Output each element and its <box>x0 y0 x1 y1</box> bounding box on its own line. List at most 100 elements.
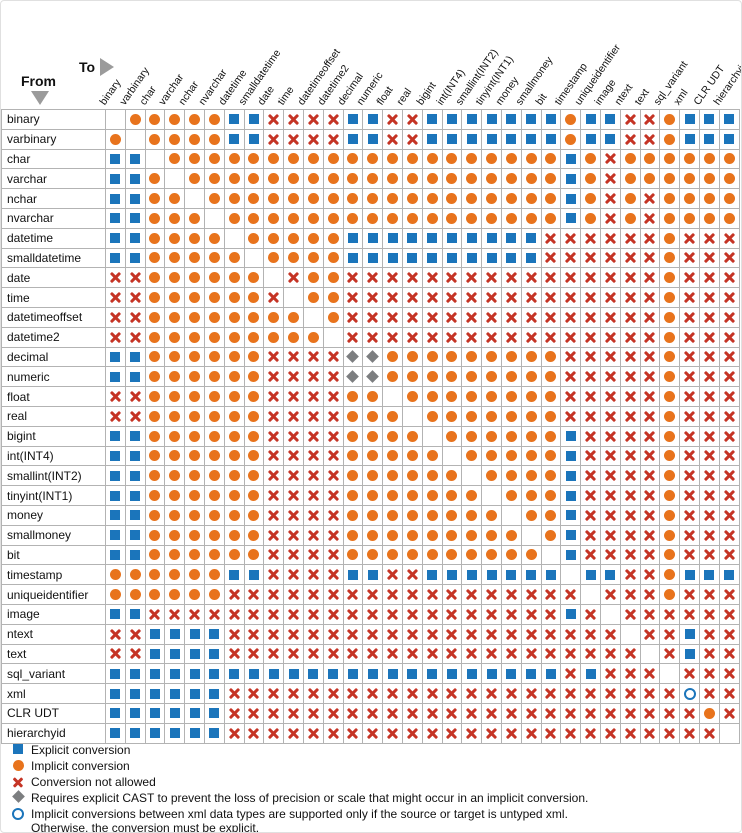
not-allowed-icon <box>307 647 320 660</box>
not-allowed-icon <box>624 251 637 264</box>
explicit-icon <box>585 114 596 125</box>
matrix-cell <box>600 723 621 744</box>
not-allowed-icon <box>267 113 280 126</box>
explicit-icon <box>387 668 398 679</box>
row-label-xml: xml <box>2 684 106 704</box>
not-allowed-icon <box>604 628 617 641</box>
implicit-icon <box>446 153 458 165</box>
matrix-cell <box>541 169 562 190</box>
matrix-cell <box>521 446 542 467</box>
legend-implicit-icon <box>11 760 25 771</box>
not-allowed-icon <box>267 430 280 443</box>
not-allowed-icon <box>465 291 478 304</box>
matrix-cell <box>719 268 740 289</box>
implicit-icon <box>228 331 240 343</box>
not-allowed-icon <box>723 311 736 324</box>
matrix-cell <box>422 624 443 645</box>
row-label-datetime: datetime <box>2 228 106 249</box>
matrix-cell <box>284 288 304 308</box>
legend-label: Explicit conversion <box>31 743 131 757</box>
matrix-cell <box>620 466 641 487</box>
implicit-icon <box>268 331 280 343</box>
explicit-icon <box>169 648 180 659</box>
matrix-cell <box>106 644 126 665</box>
matrix-cell <box>363 367 384 388</box>
matrix-cell <box>581 406 601 427</box>
not-allowed-icon <box>703 608 716 621</box>
legend-item-not-allowed: Conversion not allowed <box>11 776 735 789</box>
matrix-cell <box>719 248 740 269</box>
explicit-icon <box>169 728 180 739</box>
matrix-cell <box>402 347 423 368</box>
cast-diamond-icon <box>366 370 380 384</box>
matrix-cell <box>343 149 364 170</box>
not-allowed-icon <box>683 291 696 304</box>
matrix-cell <box>185 664 205 685</box>
matrix-cell <box>620 347 641 368</box>
explicit-icon <box>565 173 576 184</box>
implicit-icon <box>189 311 201 323</box>
matrix-cell <box>244 169 265 190</box>
matrix-cell <box>363 228 384 249</box>
matrix-cell <box>541 149 562 170</box>
implicit-icon <box>327 292 339 304</box>
matrix-cell <box>620 426 641 447</box>
implicit-icon <box>149 509 161 521</box>
not-allowed-icon <box>247 647 260 660</box>
matrix-cell <box>680 327 700 348</box>
matrix-cell <box>145 268 166 289</box>
implicit-icon <box>307 153 319 165</box>
matrix-cell <box>383 189 403 209</box>
explicit-icon <box>427 252 438 263</box>
matrix-cell <box>224 110 245 130</box>
matrix-cell <box>165 446 186 467</box>
implicit-icon <box>426 549 438 561</box>
matrix-cell <box>204 466 225 487</box>
matrix-cell <box>561 169 582 190</box>
matrix-cell <box>482 525 502 546</box>
matrix-cell <box>284 307 304 328</box>
not-allowed-icon <box>604 430 617 443</box>
implicit-icon <box>149 331 161 343</box>
not-allowed-icon <box>643 469 656 482</box>
explicit-icon <box>545 569 556 580</box>
matrix-cell <box>660 703 681 724</box>
matrix-cell <box>581 525 601 546</box>
implicit-icon <box>486 529 498 541</box>
implicit-icon <box>664 470 676 482</box>
explicit-icon <box>427 114 438 125</box>
matrix-cell <box>383 406 403 427</box>
not-allowed-icon <box>386 133 399 146</box>
matrix-cell <box>620 189 641 209</box>
not-allowed-icon <box>643 707 656 720</box>
not-allowed-icon <box>406 608 419 621</box>
matrix-cell <box>561 228 582 249</box>
explicit-icon <box>724 114 735 125</box>
not-allowed-icon <box>604 152 617 165</box>
matrix-cell <box>145 129 166 150</box>
matrix-cell <box>323 585 344 605</box>
explicit-icon <box>545 114 556 125</box>
implicit-icon <box>406 549 418 561</box>
not-allowed-icon <box>109 647 122 660</box>
matrix-cell <box>185 169 205 190</box>
implicit-icon <box>545 509 557 521</box>
matrix-cell <box>699 327 720 348</box>
matrix-cell <box>442 604 463 625</box>
not-allowed-icon <box>287 113 300 126</box>
matrix-cell <box>620 288 641 308</box>
not-allowed-icon <box>327 509 340 522</box>
matrix-cell <box>125 466 146 487</box>
not-allowed-icon <box>703 647 716 660</box>
implicit-icon <box>505 371 517 383</box>
not-allowed-icon <box>406 568 419 581</box>
matrix-cell <box>343 248 364 269</box>
matrix-cell <box>106 703 126 724</box>
matrix-cell <box>125 387 146 407</box>
matrix-cell <box>521 703 542 724</box>
matrix-cell <box>125 129 146 150</box>
matrix-cell <box>680 149 700 170</box>
matrix-cell <box>145 347 166 368</box>
implicit-icon <box>486 450 498 462</box>
explicit-icon <box>347 252 358 263</box>
